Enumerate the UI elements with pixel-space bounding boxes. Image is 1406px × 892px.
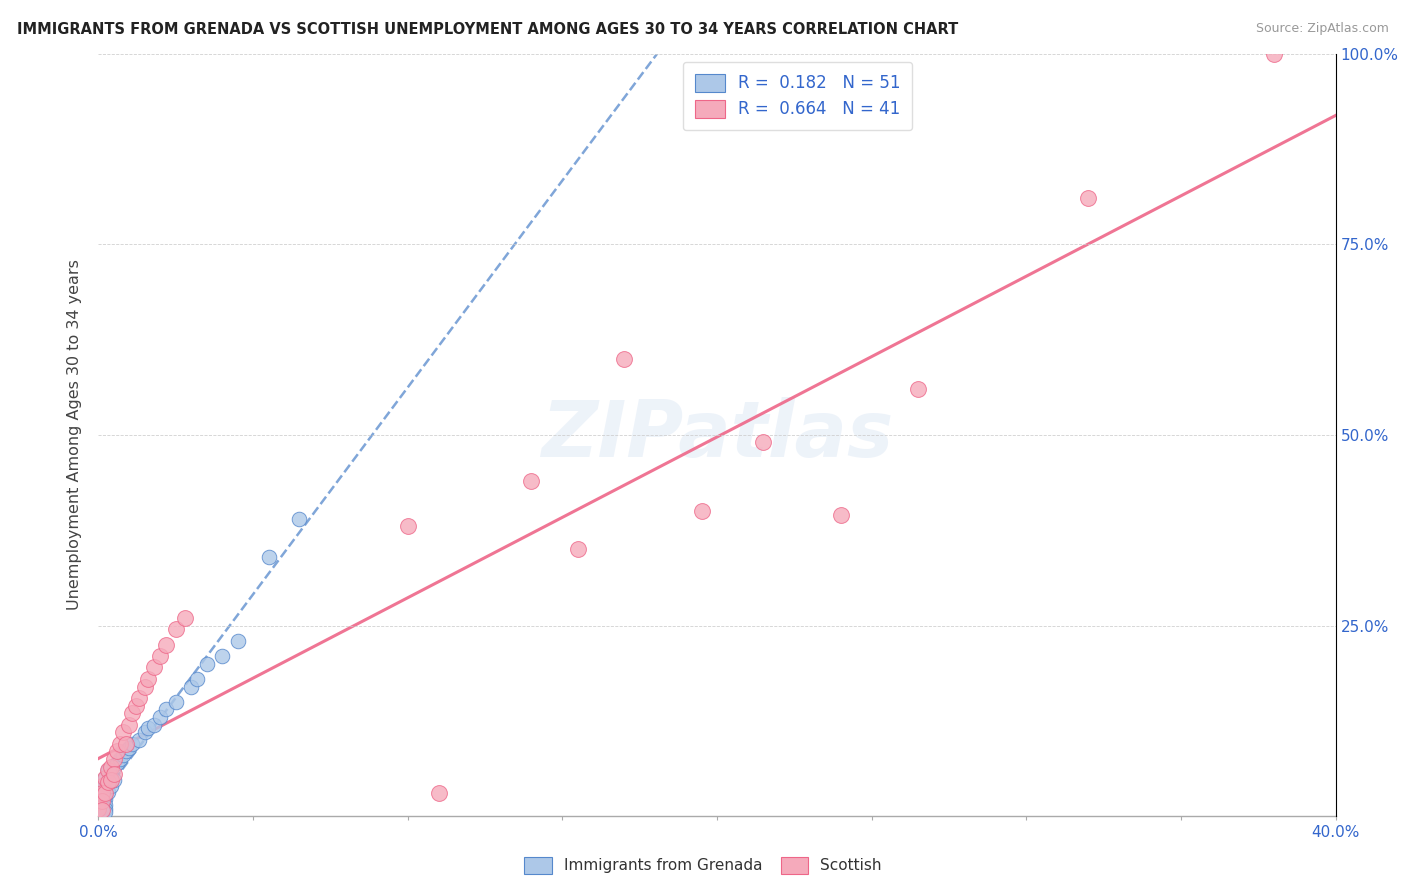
Point — [100, 767, 122, 781]
Point — [174, 611, 197, 625]
Point — [121, 706, 143, 721]
Point — [87, 803, 110, 817]
Point — [90, 794, 112, 808]
Point — [90, 805, 112, 820]
Y-axis label: Unemployment Among Ages 30 to 34 years: Unemployment Among Ages 30 to 34 years — [67, 260, 83, 610]
Point — [396, 519, 419, 533]
Point — [613, 351, 636, 366]
Point — [115, 737, 138, 751]
Point — [752, 435, 775, 450]
Point — [124, 698, 146, 713]
Point — [90, 786, 112, 800]
Point — [93, 786, 115, 800]
Point — [136, 672, 159, 686]
Text: ZIPatlas: ZIPatlas — [541, 397, 893, 473]
Point — [90, 779, 112, 793]
Point — [100, 772, 122, 787]
Point — [149, 648, 172, 663]
Point — [90, 796, 112, 810]
Legend: R =  0.182   N = 51, R =  0.664   N = 41: R = 0.182 N = 51, R = 0.664 N = 41 — [683, 62, 912, 130]
Point — [134, 725, 156, 739]
Point — [165, 695, 187, 709]
Point — [100, 779, 122, 793]
Point — [520, 474, 543, 488]
Point — [87, 805, 110, 820]
Point — [830, 508, 852, 522]
Point — [136, 722, 159, 736]
Point — [211, 648, 233, 663]
Point — [288, 512, 311, 526]
Point — [143, 660, 166, 674]
Point — [105, 756, 128, 770]
Point — [97, 775, 120, 789]
Point — [112, 748, 135, 763]
Point — [90, 779, 112, 793]
Point — [97, 775, 120, 789]
Text: Source: ZipAtlas.com: Source: ZipAtlas.com — [1256, 22, 1389, 36]
Point — [195, 657, 218, 671]
Point — [90, 800, 112, 814]
Point — [108, 737, 131, 751]
Point — [128, 690, 150, 705]
Point — [103, 767, 125, 781]
Point — [128, 733, 150, 747]
Point — [87, 797, 110, 812]
Text: IMMIGRANTS FROM GRENADA VS SCOTTISH UNEMPLOYMENT AMONG AGES 30 TO 34 YEARS CORRE: IMMIGRANTS FROM GRENADA VS SCOTTISH UNEM… — [17, 22, 957, 37]
Point — [143, 717, 166, 731]
Point — [93, 801, 115, 815]
Point — [93, 805, 115, 820]
Point — [90, 790, 112, 805]
Point — [149, 710, 172, 724]
Point — [186, 672, 208, 686]
Point — [93, 780, 115, 795]
Point — [93, 797, 115, 812]
Point — [118, 740, 141, 755]
Point — [690, 504, 713, 518]
Point — [121, 737, 143, 751]
Point — [97, 785, 120, 799]
Point — [87, 796, 110, 810]
Point — [90, 803, 112, 817]
Point — [100, 759, 122, 773]
Point — [97, 764, 120, 778]
Point — [567, 542, 589, 557]
Point — [87, 806, 110, 821]
Point — [105, 744, 128, 758]
Point — [226, 633, 249, 648]
Point — [87, 794, 110, 808]
Point — [90, 788, 112, 802]
Point — [108, 752, 131, 766]
Point — [155, 638, 177, 652]
Point — [87, 796, 110, 810]
Point — [87, 790, 110, 805]
Point — [180, 680, 202, 694]
Point — [257, 549, 280, 564]
Legend: Immigrants from Grenada, Scottish: Immigrants from Grenada, Scottish — [517, 851, 889, 880]
Point — [165, 623, 187, 637]
Point — [90, 786, 112, 800]
Point — [907, 382, 929, 396]
Point — [87, 801, 110, 815]
Point — [93, 788, 115, 802]
Point — [90, 782, 112, 797]
Point — [93, 771, 115, 785]
Point — [93, 792, 115, 806]
Point — [155, 702, 177, 716]
Point — [103, 772, 125, 787]
Point — [1077, 191, 1099, 205]
Point — [103, 752, 125, 766]
Point — [93, 771, 115, 785]
Point — [134, 680, 156, 694]
Point — [97, 764, 120, 778]
Point — [90, 803, 112, 817]
Point — [112, 725, 135, 739]
Point — [103, 759, 125, 773]
Point — [1263, 46, 1285, 61]
Point — [115, 744, 138, 758]
Point — [87, 800, 110, 814]
Point — [427, 786, 450, 800]
Point — [87, 801, 110, 815]
Point — [118, 717, 141, 731]
